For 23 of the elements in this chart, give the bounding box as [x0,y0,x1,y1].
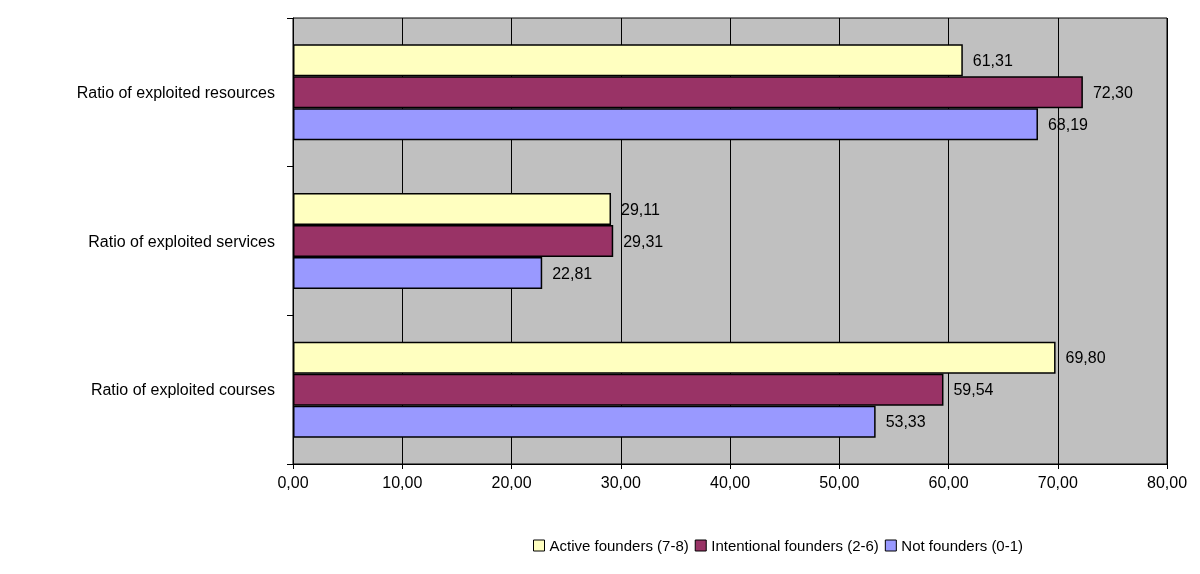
data-label: 59,54 [953,381,994,399]
x-tick-label: 50,00 [819,473,860,491]
legend-label: Intentional founders (2-6) [711,537,879,554]
x-tick-label: 20,00 [491,473,532,491]
x-tick-label: 30,00 [600,473,641,491]
data-label: 53,33 [885,413,926,431]
legend-label: Active founders (7-8) [549,537,689,554]
x-tick-label: 40,00 [709,473,751,491]
data-label: 22,81 [552,264,593,282]
y-tick-label: Ratio of exploited courses [90,381,275,399]
data-label: 72,30 [1092,83,1134,101]
x-tick-label: 80,00 [1146,473,1188,491]
legend-label: Not founders (0-1) [901,537,1024,554]
x-tick-label: 0,00 [277,473,309,491]
data-label: 29,31 [623,232,664,250]
data-label: 29,11 [621,200,660,218]
data-label: 69,80 [1065,349,1106,367]
y-tick-label: Ratio of exploited services [88,232,275,250]
y-tick-label: Ratio of exploited resources [76,83,275,101]
x-tick-label: 10,00 [382,473,423,491]
data-label: 61,31 [972,51,1013,69]
x-tick-label: 70,00 [1037,473,1078,491]
x-tick-label: 60,00 [928,473,969,491]
